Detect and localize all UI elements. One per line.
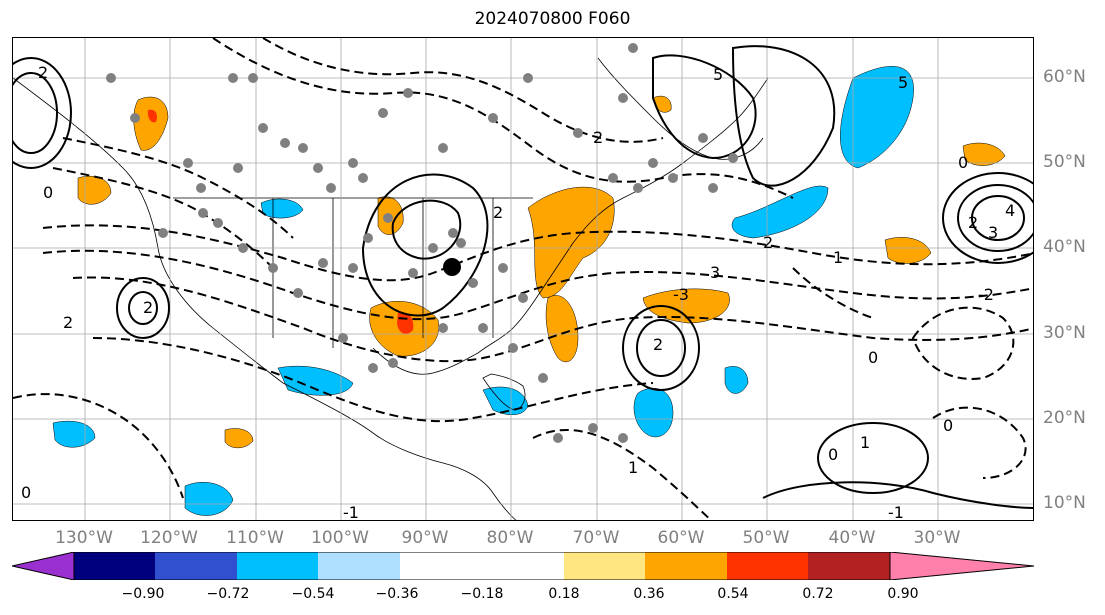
shaded-pos-mexico xyxy=(224,428,254,449)
colorbar-segment xyxy=(155,552,237,580)
contour-label: 0 xyxy=(21,483,31,502)
shaded-pos-west xyxy=(133,96,169,151)
shaded-pos-atlantic-3 xyxy=(962,142,1006,166)
shaded-pos-east-coast xyxy=(545,295,579,363)
lon-label-120w: 120°W xyxy=(140,528,198,548)
lon-label-40w: 40°W xyxy=(828,528,876,548)
positive-contours xyxy=(13,45,1033,509)
map-title: 2024070800 F060 xyxy=(474,9,631,29)
contour-label: 1 xyxy=(860,433,870,452)
contour-label: 3 xyxy=(988,223,998,242)
contour-label: -1 xyxy=(343,503,359,521)
contour-label: 0 xyxy=(828,445,838,464)
contour-label: 2 xyxy=(968,213,978,232)
contour-label: 0 xyxy=(958,153,968,172)
colorbar-extend-low xyxy=(12,552,75,580)
shaded-neg-atlantic-south xyxy=(724,366,749,394)
lon-label-90w: 90°W xyxy=(401,528,449,548)
contour-label: 0 xyxy=(943,416,953,435)
lon-label-110w: 110°W xyxy=(226,528,284,548)
colorbar xyxy=(12,552,1034,580)
lon-label-50w: 50°W xyxy=(742,528,790,548)
shaded-neg-mexico xyxy=(277,365,354,396)
shaded-neg-atlantic-mid xyxy=(731,185,829,239)
colorbar-segment xyxy=(318,552,400,580)
negative-contours xyxy=(13,38,1033,520)
location-marker xyxy=(443,258,461,276)
map-svg: 5 5 4 3 2 3 1 2 -3 2 2 1 0 0 0 -2 0 2 2 … xyxy=(13,38,1033,521)
colorbar-segment xyxy=(727,552,808,580)
shaded-pos-ohio xyxy=(527,186,615,299)
shaded-neg-caribbean xyxy=(633,388,674,438)
contour-label: 2 xyxy=(38,63,48,82)
colorbar-tick: 0.90 xyxy=(887,586,919,602)
contour-label: 2 xyxy=(143,298,153,317)
shaded-pos-atlantic-2 xyxy=(884,237,932,264)
colorbar-segment xyxy=(74,552,155,580)
colorbar-tick: −0.90 xyxy=(121,586,165,602)
contour-label: 4 xyxy=(1005,201,1015,220)
colorbar-segment xyxy=(645,552,727,580)
contour-label: 2 xyxy=(63,313,73,332)
colorbar-segment xyxy=(808,552,890,580)
graticule xyxy=(13,38,1033,520)
shaded-pos-pacific xyxy=(77,175,112,205)
colorbar-tick: −0.36 xyxy=(375,586,419,602)
contour-label: 5 xyxy=(713,65,723,84)
lat-label-50n: 50°N xyxy=(1043,152,1086,172)
contour-label: 0 xyxy=(868,348,878,367)
colorbar-segment xyxy=(564,552,645,580)
shaded-neg-atlantic-north xyxy=(840,66,914,169)
shaded-neg-pacific-1 xyxy=(52,420,96,448)
shaded-neg-plains xyxy=(260,198,304,219)
contour-label: 2 xyxy=(493,203,503,222)
lon-label-80w: 80°W xyxy=(486,528,534,548)
shaded-neg-pacific-2 xyxy=(184,482,234,516)
lat-label-40n: 40°N xyxy=(1043,237,1086,257)
colorbar-tick: 0.54 xyxy=(717,586,749,602)
contour-label: 3 xyxy=(710,263,720,282)
colorbar-segment xyxy=(237,552,318,580)
colorbar-tick: −0.18 xyxy=(460,586,504,602)
contour-label: 2 xyxy=(763,233,773,252)
coastlines xyxy=(13,57,769,520)
contour-label: 0 xyxy=(43,183,53,202)
lat-label-10n: 10°N xyxy=(1043,493,1086,513)
contour-label: 5 xyxy=(898,73,908,92)
contour-label: 2 xyxy=(653,335,663,354)
lon-label-130w: 130°W xyxy=(55,528,113,548)
contour-label: 1 xyxy=(628,458,638,477)
contour-labels: 5 5 4 3 2 3 1 2 -3 2 2 1 0 0 0 -2 0 2 2 … xyxy=(21,63,1015,521)
contour-label: -3 xyxy=(673,285,689,304)
colorbar-tick: 0.18 xyxy=(548,586,580,602)
lat-label-20n: 20°N xyxy=(1043,408,1086,428)
colorbar-segment xyxy=(400,552,564,580)
colorbar-extend-high xyxy=(889,552,1034,580)
map-panel: 5 5 4 3 2 3 1 2 -3 2 2 1 0 0 0 -2 0 2 2 … xyxy=(12,37,1034,521)
colorbar-tick: −0.54 xyxy=(291,586,335,602)
lon-label-100w: 100°W xyxy=(311,528,369,548)
colorbar-tick: −0.72 xyxy=(206,586,250,602)
contour-label: 1 xyxy=(833,248,843,267)
lat-label-60n: 60°N xyxy=(1043,67,1086,87)
contour-label: 2 xyxy=(593,128,603,147)
lon-label-60w: 60°W xyxy=(657,528,705,548)
lon-label-30w: 30°W xyxy=(913,528,961,548)
lon-label-70w: 70°W xyxy=(572,528,620,548)
contour-label: -2 xyxy=(978,285,994,304)
contour-label: -1 xyxy=(888,503,904,521)
colorbar-tick: 0.72 xyxy=(802,586,834,602)
lat-label-30n: 30°N xyxy=(1043,323,1086,343)
colorbar-tick: 0.36 xyxy=(633,586,665,602)
station-dots xyxy=(106,43,738,443)
shaded-pos-west-core xyxy=(147,109,158,123)
